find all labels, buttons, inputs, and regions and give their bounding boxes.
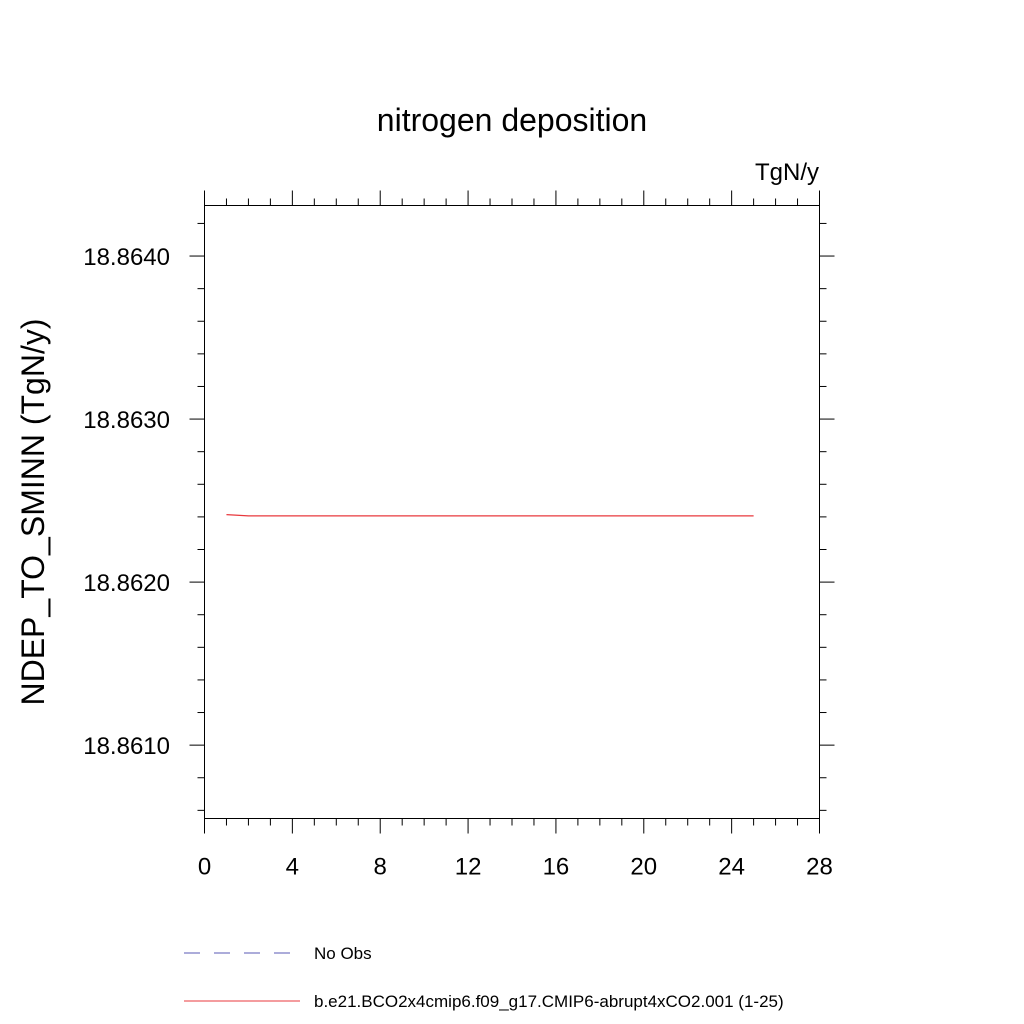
x-tick-labels: 0 4 8 12 16 20 24 28 — [198, 854, 833, 881]
x-tick-label: 24 — [718, 854, 745, 881]
plot-frame — [204, 205, 820, 819]
x-tick-label: 20 — [630, 854, 657, 881]
y-tick-label: 18.8610 — [83, 733, 170, 760]
legend: No Obs b.e21.BCO2x4cmip6.f09_g17.CMIP6-a… — [184, 944, 784, 1011]
y-tick-label: 18.8640 — [83, 244, 170, 271]
x-tick-label: 4 — [286, 854, 299, 881]
units-label: TgN/y — [755, 159, 819, 186]
legend-label-model-run: b.e21.BCO2x4cmip6.f09_g17.CMIP6-abrupt4x… — [314, 992, 784, 1011]
x-tick-label: 16 — [543, 854, 570, 881]
x-tick-label: 28 — [806, 854, 833, 881]
y-tick-labels: 18.8610 18.8620 18.8630 18.8640 — [83, 244, 170, 760]
series-lines — [226, 514, 754, 517]
x-tick-label: 12 — [455, 854, 482, 881]
legend-label-no-obs: No Obs — [314, 944, 372, 963]
y-tick-label: 18.8620 — [83, 570, 170, 597]
axis-ticks — [189, 190, 835, 834]
chart-title: nitrogen deposition — [377, 102, 647, 138]
x-tick-label: 0 — [198, 854, 211, 881]
y-tick-label: 18.8630 — [83, 407, 170, 434]
series-line-1 — [226, 514, 754, 517]
y-axis-label: NDEP_TO_SMINN (TgN/y) — [15, 318, 51, 705]
x-tick-label: 8 — [374, 854, 387, 881]
